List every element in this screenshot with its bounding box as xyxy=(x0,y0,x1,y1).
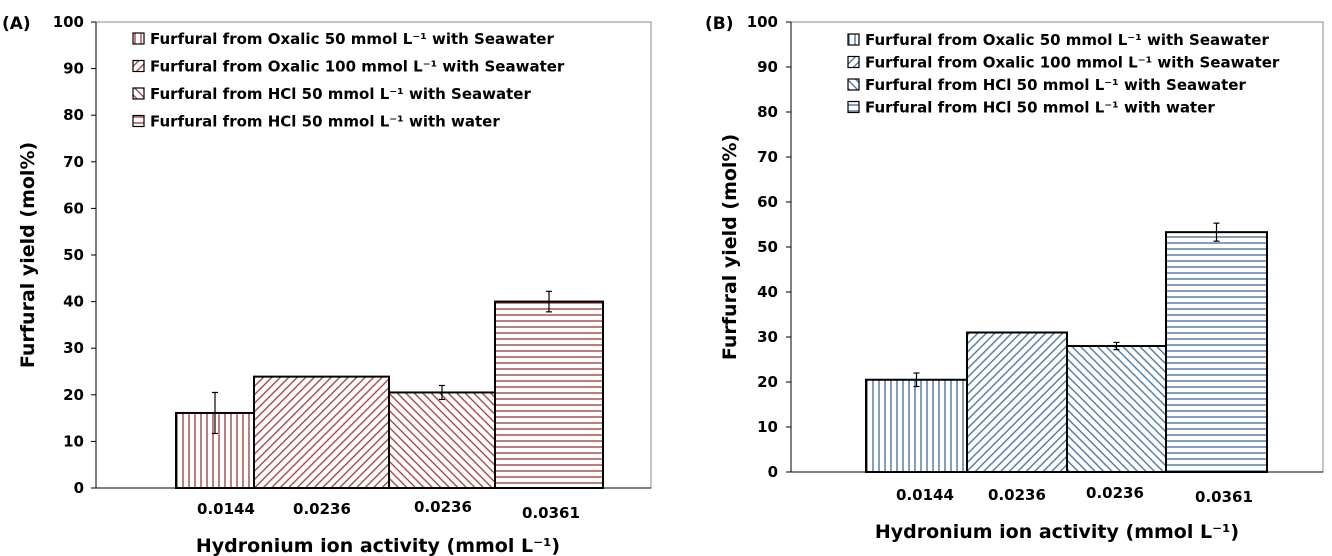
y-tick-label: 100 xyxy=(53,13,84,31)
x-axis-title-b: Hydronium ion activity (mmol L⁻¹) xyxy=(875,521,1239,543)
error-bar xyxy=(913,372,920,388)
legend-entry: Furfural from HCl 50 mmol L⁻¹ with water xyxy=(847,99,1215,117)
y-tick-label: 0 xyxy=(768,463,778,481)
legend-entry: Furfural from Oxalic 50 mmol L⁻¹ with Se… xyxy=(132,30,554,48)
panel-label-a: (A) xyxy=(2,14,31,34)
category-label: 0.0236 xyxy=(414,498,472,516)
bars-a xyxy=(175,290,604,490)
error-bar xyxy=(439,384,445,401)
legend-swatch xyxy=(132,114,145,128)
error-bar xyxy=(546,290,552,313)
legend-label: Furfural from HCl 50 mmol L⁻¹ with water xyxy=(865,99,1215,117)
legend-swatch xyxy=(132,32,145,45)
y-tick-label: 70 xyxy=(757,148,778,166)
legend-label: Furfural from Oxalic 100 mmol L⁻¹ with S… xyxy=(150,58,565,76)
y-tick-label: 20 xyxy=(63,386,84,404)
x-axis-title-a: Hydronium ion activity (mmol L⁻¹) xyxy=(196,535,560,556)
y-tick-label: 100 xyxy=(747,13,778,31)
category-labels-b: 0.0144 0.0236 0.0236 0.0361 xyxy=(896,484,1253,506)
y-tick-label: 30 xyxy=(757,328,778,346)
y-tick-label: 90 xyxy=(757,58,778,76)
bar xyxy=(494,300,604,489)
legend-a: Furfural from Oxalic 50 mmol L⁻¹ with Se… xyxy=(132,30,565,131)
legend-label: Furfural from HCl 50 mmol L⁻¹ with Seawa… xyxy=(865,76,1246,94)
legend-entry: Furfural from Oxalic 100 mmol L⁻¹ with S… xyxy=(132,58,565,76)
y-tick-label: 30 xyxy=(63,339,84,357)
legend-label: Furfural from HCl 50 mmol L⁻¹ with water xyxy=(150,113,500,131)
legend-entry: Furfural from HCl 50 mmol L⁻¹ with Seawa… xyxy=(847,76,1246,94)
y-tick-label: 60 xyxy=(757,193,778,211)
y-tick-label: 50 xyxy=(757,238,778,256)
y-tick-label: 0 xyxy=(74,479,84,497)
legend-label: Furfural from Oxalic 50 mmol L⁻¹ with Se… xyxy=(865,31,1269,49)
y-axis-title-a: Furfural yield (mol%) xyxy=(17,142,39,368)
bar xyxy=(865,378,968,473)
y-tick-label: 20 xyxy=(757,373,778,391)
category-labels-a: 0.0144 0.0236 0.0236 0.0361 xyxy=(197,498,580,522)
y-tick-label: 40 xyxy=(757,283,778,301)
y-tick-label: 40 xyxy=(63,293,84,311)
y-tick-label: 10 xyxy=(757,418,778,436)
category-label: 0.0236 xyxy=(293,500,351,518)
y-ticks-b: 0 10 20 30 40 50 60 70 80 90 100 xyxy=(747,13,791,481)
y-tick-label: 70 xyxy=(63,153,84,171)
panel-label-b: (B) xyxy=(705,14,734,34)
legend-entry: Furfural from HCl 50 mmol L⁻¹ with Seawa… xyxy=(132,85,531,103)
bar xyxy=(1066,345,1167,473)
legend-b: Furfural from Oxalic 50 mmol L⁻¹ with Se… xyxy=(847,31,1280,117)
category-label: 0.0361 xyxy=(1195,488,1253,506)
legend-swatch xyxy=(132,59,145,73)
bar xyxy=(388,391,496,489)
legend-swatch xyxy=(847,100,860,114)
error-bar xyxy=(1213,222,1220,242)
category-label: 0.0144 xyxy=(197,500,255,518)
y-ticks-a: 0 10 20 30 40 50 60 70 80 90 100 xyxy=(53,13,96,497)
legend-label: Furfural from Oxalic 50 mmol L⁻¹ with Se… xyxy=(150,30,554,48)
legend-entry: Furfural from Oxalic 50 mmol L⁻¹ with Se… xyxy=(847,31,1269,49)
bar xyxy=(253,375,390,490)
y-tick-label: 10 xyxy=(63,432,84,450)
y-tick-label: 60 xyxy=(63,199,84,217)
bar xyxy=(966,331,1068,473)
category-label: 0.0144 xyxy=(896,486,954,504)
legend-entry: Furfural from HCl 50 mmol L⁻¹ with water xyxy=(132,113,500,131)
legend-label: Furfural from Oxalic 100 mmol L⁻¹ with S… xyxy=(865,54,1280,72)
y-tick-label: 80 xyxy=(757,103,778,121)
y-tick-label: 50 xyxy=(63,246,84,264)
category-label: 0.0361 xyxy=(522,504,580,522)
y-tick-label: 80 xyxy=(63,106,84,124)
y-tick-label: 90 xyxy=(63,60,84,78)
error-bar xyxy=(1113,341,1120,351)
error-bar xyxy=(212,391,218,435)
category-label: 0.0236 xyxy=(1086,484,1144,502)
category-label: 0.0236 xyxy=(988,486,1046,504)
legend-swatch xyxy=(847,55,860,69)
legend-swatch xyxy=(132,87,145,100)
y-axis-title-b: Furfural yield (mol%) xyxy=(719,134,741,360)
legend-swatch xyxy=(847,33,860,46)
legend-entry: Furfural from Oxalic 100 mmol L⁻¹ with S… xyxy=(847,54,1280,72)
bar xyxy=(1165,231,1268,473)
legend-swatch xyxy=(847,78,860,91)
bars-b xyxy=(865,222,1268,473)
legend-label: Furfural from HCl 50 mmol L⁻¹ with Seawa… xyxy=(150,85,531,103)
